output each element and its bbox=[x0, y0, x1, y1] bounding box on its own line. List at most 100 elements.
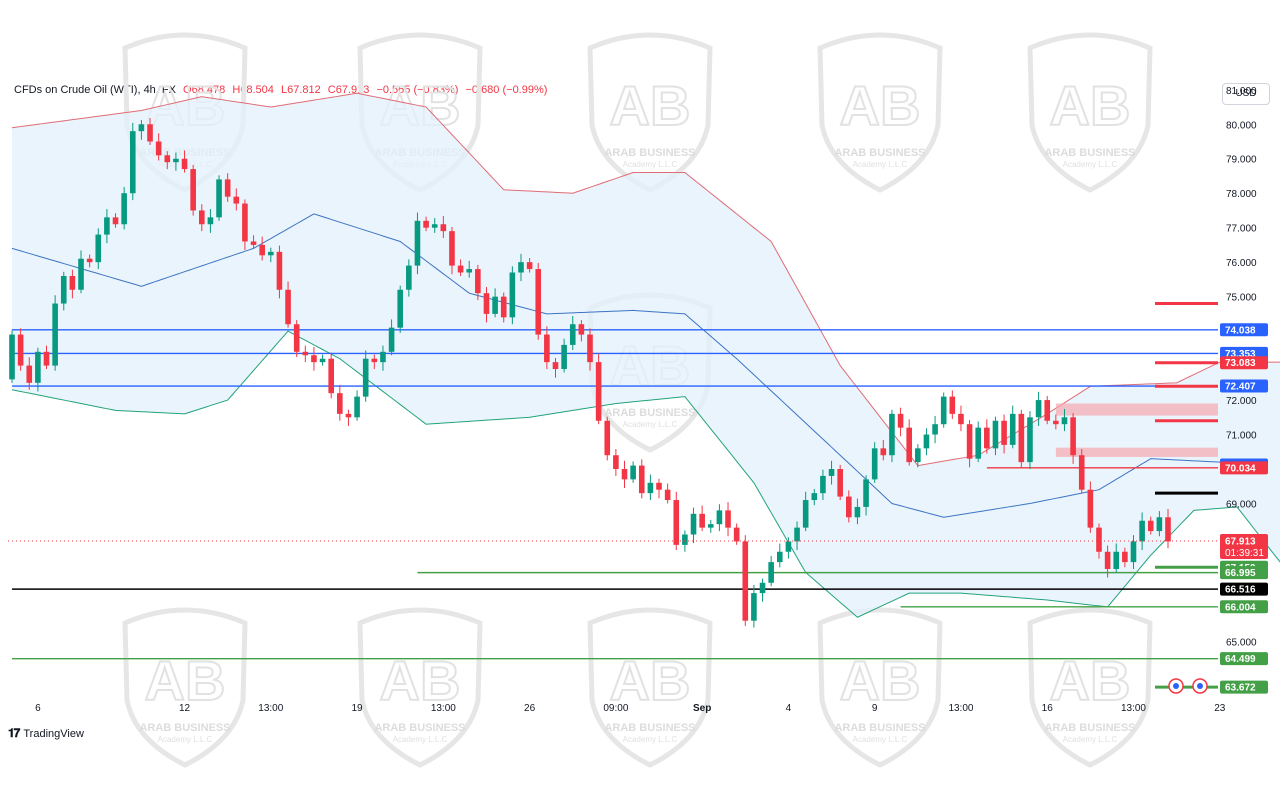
candle-body bbox=[923, 434, 930, 449]
candle-body bbox=[371, 358, 378, 363]
candle-body bbox=[984, 427, 990, 449]
candle-body bbox=[837, 469, 843, 497]
x-tick-label: 6 bbox=[35, 703, 41, 714]
change-value: −0.565 (−0.83%) bbox=[376, 84, 459, 96]
level-label-text: 63.672 bbox=[1225, 683, 1256, 694]
y-tick-label: 65.000 bbox=[1226, 637, 1257, 648]
candle-body bbox=[397, 289, 404, 328]
candle-body bbox=[664, 489, 671, 501]
candle-body bbox=[880, 448, 887, 456]
bollinger-band-fill bbox=[12, 93, 1280, 618]
candle-body bbox=[1027, 417, 1033, 463]
x-tick-label: 23 bbox=[1214, 703, 1226, 714]
level-label-text: 70.034 bbox=[1225, 463, 1256, 474]
x-tick-label: 26 bbox=[524, 703, 536, 714]
watermark-text: ARAB BUSINESS bbox=[834, 722, 925, 734]
level-label-text: 73.353 bbox=[1225, 349, 1256, 360]
y-tick-label: 72.000 bbox=[1226, 396, 1257, 407]
candle-body bbox=[863, 479, 869, 507]
candle-body bbox=[966, 424, 973, 459]
tradingview-logo[interactable]: 𝟏𝟕 TradingView bbox=[8, 726, 84, 741]
candle-body bbox=[362, 358, 369, 397]
candle-body bbox=[492, 296, 498, 314]
level-label-text: 66.995 bbox=[1225, 568, 1256, 579]
candle-body bbox=[466, 269, 473, 273]
candle-body bbox=[354, 396, 360, 418]
x-tick-label: Sep bbox=[693, 703, 711, 714]
candle-body bbox=[690, 513, 697, 535]
candle-body bbox=[751, 593, 757, 621]
watermark-subtext: Academy L.L.C bbox=[1063, 735, 1118, 744]
candle-body bbox=[1018, 413, 1025, 463]
x-tick-label: 09:00 bbox=[603, 703, 628, 714]
candle-body bbox=[35, 351, 41, 383]
candle-body bbox=[742, 541, 749, 621]
watermark-subtext: Academy L.L.C bbox=[623, 735, 678, 744]
level-label-text: 73.083 bbox=[1225, 358, 1256, 369]
watermark-shield-icon bbox=[1027, 607, 1153, 768]
watermark-shield-icon bbox=[587, 32, 713, 193]
candle-body bbox=[69, 275, 76, 290]
resistance-zone bbox=[1055, 403, 1218, 416]
resistance-zone bbox=[1055, 447, 1218, 457]
candle-body bbox=[380, 351, 386, 363]
level-label-box bbox=[1220, 652, 1268, 666]
level-label-text: 72.407 bbox=[1225, 382, 1256, 393]
watermark-text: ARAB BUSINESS bbox=[374, 722, 465, 734]
candle-body bbox=[216, 179, 222, 218]
watermark-monogram: AB bbox=[610, 74, 691, 137]
candle-body bbox=[190, 169, 196, 211]
candle-body bbox=[759, 582, 766, 594]
candle-body bbox=[207, 217, 214, 225]
y-tick-label: 78.000 bbox=[1226, 189, 1257, 200]
candle-body bbox=[302, 351, 309, 356]
candle-body bbox=[311, 355, 317, 363]
candle-body bbox=[337, 393, 343, 414]
watermark-text: ARAB BUSINESS bbox=[1044, 722, 1135, 734]
candle-body bbox=[846, 496, 852, 518]
candle-body bbox=[52, 303, 58, 366]
candle-body bbox=[164, 155, 171, 163]
level-label-text: 66.004 bbox=[1225, 602, 1256, 613]
candle-body bbox=[173, 158, 179, 163]
x-tick-label: 13:00 bbox=[1121, 703, 1146, 714]
x-tick-label: 19 bbox=[352, 703, 364, 714]
candle-body bbox=[768, 562, 774, 583]
candle-body bbox=[535, 269, 542, 335]
watermark-subtext: Academy L.L.C bbox=[393, 735, 448, 744]
candle-body bbox=[1087, 489, 1094, 528]
symbol-title: CFDs on Crude Oil (WTI), 4h, FX bbox=[14, 84, 176, 96]
candle-body bbox=[95, 234, 102, 263]
watermark-text: ARAB BUSINESS bbox=[604, 147, 695, 159]
candle-body bbox=[638, 465, 645, 494]
candle-body bbox=[509, 272, 516, 318]
candle-body bbox=[319, 358, 326, 363]
level-label-text: 64.499 bbox=[1225, 654, 1256, 665]
candle-body bbox=[889, 413, 895, 456]
y-tick-label: 79.000 bbox=[1226, 155, 1257, 166]
watermark-subtext: Academy L.L.C bbox=[158, 735, 213, 744]
candle-body bbox=[414, 220, 421, 266]
candle-body bbox=[932, 424, 938, 435]
watermark-text: ARAB BUSINESS bbox=[604, 722, 695, 734]
watermark-subtext: Academy L.L.C bbox=[853, 160, 908, 169]
candle-body bbox=[578, 324, 585, 335]
candle-body bbox=[906, 427, 912, 463]
candle-body bbox=[26, 365, 33, 383]
candle-body bbox=[1053, 420, 1059, 425]
candle-body bbox=[9, 334, 15, 380]
level-label-box bbox=[1220, 323, 1268, 337]
last-price-box bbox=[1220, 533, 1268, 559]
x-tick-label: 16 bbox=[1042, 703, 1054, 714]
candle-body bbox=[802, 500, 809, 528]
watermark-monogram: AB bbox=[840, 74, 921, 137]
bollinger-middle-line bbox=[11, 213, 1264, 518]
y-tick-label: 81.000 bbox=[1226, 86, 1257, 97]
candle-body bbox=[112, 217, 119, 225]
candle-body bbox=[483, 293, 490, 314]
candle-body bbox=[854, 506, 861, 518]
watermark-shield-icon bbox=[122, 607, 248, 768]
candle-body bbox=[345, 413, 352, 418]
currency-selector[interactable]: USD bbox=[1222, 83, 1270, 105]
